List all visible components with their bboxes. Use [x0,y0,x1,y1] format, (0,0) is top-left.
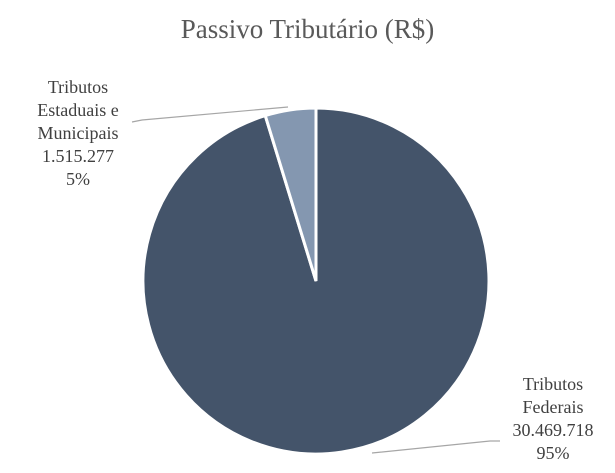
leader-line [371,440,500,454]
value-label: 1.515.277 [42,146,114,166]
data-label: Tributos Estaduais e Municipais 1.515.277… [23,76,133,191]
percent-label: 95% [536,443,570,463]
leader-line [131,106,289,123]
category-name: Tributos Estaduais e Municipais [37,77,119,143]
chart-title: Passivo Tributário (R$) [180,14,435,44]
value-label: 30.469.718 [512,420,594,440]
category-name: Tributos Federais [522,374,584,417]
pie-slice [263,106,318,282]
data-label: Tributos Federais 30.469.718 95% [498,373,608,465]
percent-label: 5% [66,169,90,189]
